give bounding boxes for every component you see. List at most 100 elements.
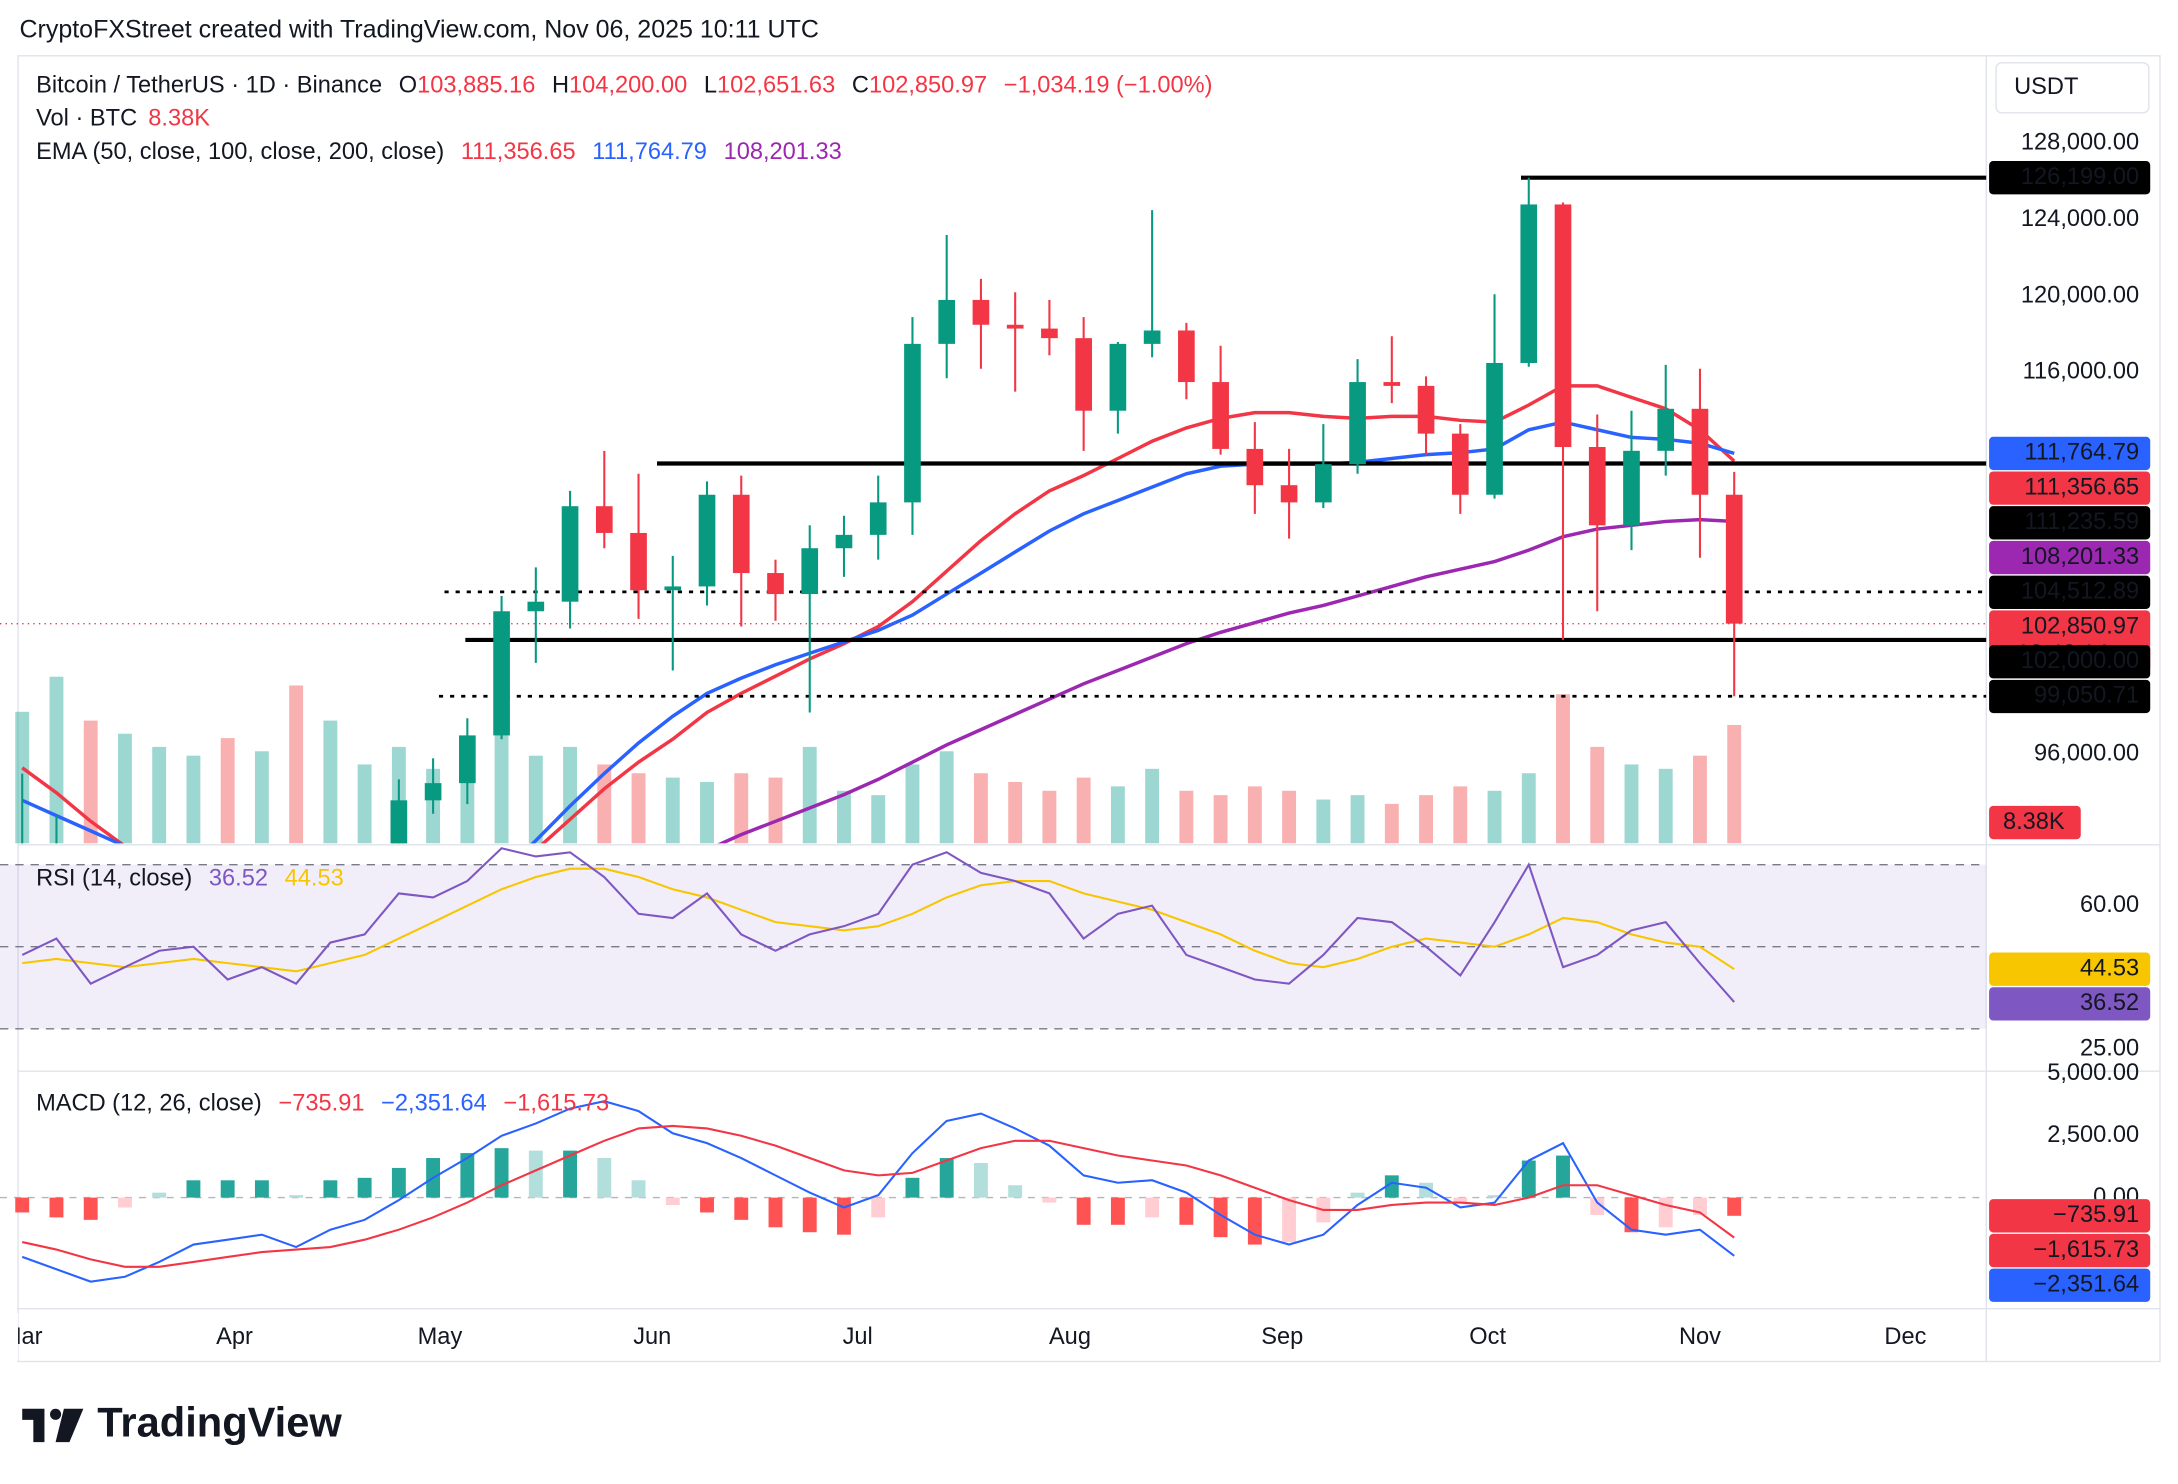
- volume-bar: [117, 733, 132, 844]
- legend-item: 111,764.79: [592, 139, 707, 165]
- legend-item: 8.38K: [148, 106, 210, 132]
- volume-bar: [49, 676, 64, 844]
- legend-item: −1,034.19 (−1.00%): [1004, 73, 1213, 99]
- volume-bar: [837, 790, 851, 844]
- candle-body: [732, 494, 750, 574]
- macd-histogram-bar: [323, 1180, 338, 1198]
- volume-bar: [1590, 746, 1605, 844]
- price-badge-label: 99,050.71: [2034, 683, 2139, 709]
- macd-histogram-bar: [973, 1162, 988, 1198]
- volume-bar: [665, 777, 680, 844]
- macd-histogram-bar: [528, 1150, 543, 1198]
- candle-body: [1417, 385, 1435, 434]
- volume-bar: [494, 729, 509, 844]
- volume-bar: [802, 746, 817, 844]
- macd-histogram-bar: [768, 1197, 783, 1228]
- candle-body: [527, 601, 545, 612]
- price-badge: [1989, 952, 2151, 986]
- macd-histogram-bar: [220, 1180, 235, 1198]
- logo-text: TradingView: [97, 1398, 342, 1445]
- volume-bar: [152, 746, 167, 844]
- legend: MACD (12, 26, close) −735.91 −2,351.64 −1,6…: [36, 1091, 609, 1117]
- volume-bar: [1008, 781, 1023, 844]
- logo-shape: [22, 1408, 45, 1443]
- volume-bar: [631, 773, 646, 844]
- legend-item: −735.91: [278, 1091, 364, 1117]
- candle-body: [801, 548, 819, 595]
- legend-item: C: [852, 73, 869, 99]
- candle-body: [698, 494, 716, 587]
- x-tick-label: Oct: [1469, 1324, 1506, 1350]
- volume-bar: [939, 751, 954, 844]
- macd-histogram-bar: [905, 1177, 920, 1198]
- candle-body: [1725, 494, 1743, 624]
- macd-histogram-bar: [1350, 1192, 1365, 1198]
- volume-bar: [1145, 768, 1160, 844]
- price-badge-label: 102,850.97: [2021, 613, 2139, 639]
- currency[interactable]: USDT: [2014, 74, 2078, 100]
- legend-item: 108,201.33: [724, 139, 842, 165]
- candle-body: [1280, 485, 1298, 503]
- legend: RSI (14, close) 36.52 44.53: [36, 866, 344, 892]
- macd-histogram-bar: [357, 1177, 372, 1198]
- price-badge-label: 44.53: [2080, 955, 2139, 981]
- x-tick-label: Nov: [1679, 1324, 1721, 1350]
- macd-histogram-bar: [83, 1197, 98, 1220]
- ema-line: [21, 384, 1736, 844]
- macd-line: [21, 1100, 1735, 1283]
- candle-body: [1212, 382, 1229, 449]
- macd-histogram-bar: [939, 1158, 954, 1198]
- volume-bar: [1384, 803, 1399, 844]
- volume-bar: [1247, 786, 1262, 844]
- candle-body: [1349, 382, 1366, 465]
- candle-body: [1486, 362, 1503, 495]
- y-tick-label: 120,000.00: [2021, 282, 2139, 308]
- currency-button[interactable]: [1995, 62, 2150, 114]
- ema-line: [21, 420, 1735, 844]
- legend-item: 104,200.00: [569, 73, 687, 99]
- macd-histogram-bar: [837, 1197, 851, 1235]
- price-badge: [1989, 471, 2151, 505]
- candle-body: [767, 573, 784, 595]
- legend-item: 103,885.16: [417, 73, 535, 99]
- volume-bar: [734, 773, 749, 844]
- x-tick-label: Aug: [1049, 1324, 1091, 1350]
- candle-body: [1041, 328, 1058, 339]
- candle-body: [595, 506, 613, 533]
- candle-body: [904, 343, 921, 503]
- price-badge: [1989, 1199, 2151, 1233]
- macd-histogram-bar: [1556, 1155, 1570, 1198]
- candle-body: [1383, 382, 1401, 386]
- legend-item: O: [399, 73, 417, 99]
- candle-body: [1691, 408, 1709, 495]
- rsi-line: [21, 847, 1735, 1003]
- candle-body: [1451, 433, 1469, 495]
- ema-line: [717, 517, 1735, 844]
- macd-histogram-bar: [1213, 1197, 1228, 1238]
- y-tick-label: 25.00: [2080, 1036, 2139, 1062]
- price-badge: [1989, 645, 2151, 679]
- x-tick-label: Apr: [216, 1324, 253, 1350]
- macd-histogram-bar: [1521, 1160, 1536, 1198]
- candle-body: [1623, 450, 1640, 526]
- volume-bar: [768, 777, 783, 844]
- macd-histogram-bar: [391, 1167, 406, 1198]
- volume-badge: [1989, 805, 2081, 840]
- macd-line: [22, 1124, 1735, 1268]
- macd-histogram-bar: [1179, 1197, 1194, 1225]
- macd-histogram-bar: [1658, 1197, 1673, 1228]
- macd-histogram-bar: [1247, 1197, 1262, 1245]
- price-badge-label: 108,201.33: [2021, 544, 2139, 570]
- macd-histogram-bar: [254, 1180, 269, 1198]
- macd-histogram-bar: [1693, 1197, 1707, 1215]
- macd-histogram-bar: [597, 1158, 612, 1198]
- macd-histogram-bar: [700, 1197, 714, 1213]
- volume-bar: [1350, 795, 1365, 844]
- legend-item: 111,356.65: [461, 139, 576, 165]
- attribution: CryptoFXStreet created with TradingView.…: [19, 15, 818, 43]
- x-tick-label: May: [418, 1324, 463, 1350]
- legend-item: −2,351.64: [381, 1091, 487, 1117]
- candle-body: [493, 611, 510, 736]
- volume-bar: [528, 755, 543, 844]
- candle-body: [1246, 448, 1264, 486]
